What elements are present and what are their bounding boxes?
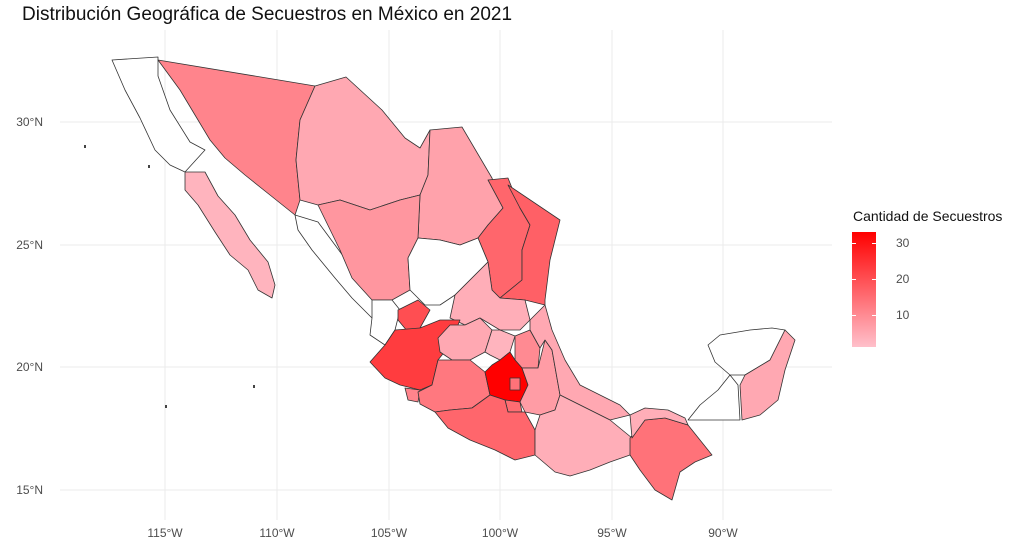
legend-tick-mark xyxy=(852,278,856,280)
x-tick-label: 100°W xyxy=(482,526,519,540)
x-tick-label: 90°W xyxy=(708,526,738,540)
legend-tick-mark xyxy=(872,242,876,244)
legend-tick-label: 10 xyxy=(896,307,910,322)
legend-tick-mark xyxy=(852,242,856,244)
legend-title: Cantidad de Secuestros xyxy=(853,208,1003,224)
island-mark xyxy=(148,165,150,168)
states-layer xyxy=(84,56,796,501)
legend-tick-mark xyxy=(852,314,856,316)
legend-tick-mark xyxy=(872,278,876,280)
legend-tick-label: 20 xyxy=(896,271,910,286)
state-chihuahua xyxy=(295,76,431,211)
x-tick-label: 95°W xyxy=(597,526,627,540)
x-tick-label: 110°W xyxy=(259,526,295,540)
state-ciudad-de-mexico xyxy=(509,377,521,391)
x-tick-label: 105°W xyxy=(371,526,408,540)
state-colima xyxy=(404,387,421,403)
state-quintana-roo xyxy=(739,329,796,421)
island-mark xyxy=(253,385,255,388)
y-tick-label: 30°N xyxy=(16,115,43,129)
legend-tick-label: 30 xyxy=(896,235,910,250)
state-baja-california xyxy=(111,56,206,173)
state-tabasco xyxy=(629,407,689,439)
state-chiapas xyxy=(629,417,713,501)
legend-colorbar xyxy=(852,232,876,347)
state-guerrero xyxy=(434,394,536,461)
island-mark xyxy=(84,145,86,148)
x-tick-label: 115°W xyxy=(147,526,183,540)
y-tick-label: 20°N xyxy=(16,360,43,374)
state-baja-california-sur xyxy=(184,171,276,299)
y-tick-label: 25°N xyxy=(16,238,43,252)
axis-ticks: 115°W 110°W 105°W 100°W 95°W 90°W 30°N 25°N 20°N… xyxy=(16,115,738,540)
chart-title: Distribución Geográfica de Secuestros en… xyxy=(22,4,513,25)
legend-tick-mark xyxy=(872,314,876,316)
island-mark xyxy=(165,405,167,408)
state-campeche xyxy=(687,374,741,421)
y-tick-label: 15°N xyxy=(16,483,43,497)
